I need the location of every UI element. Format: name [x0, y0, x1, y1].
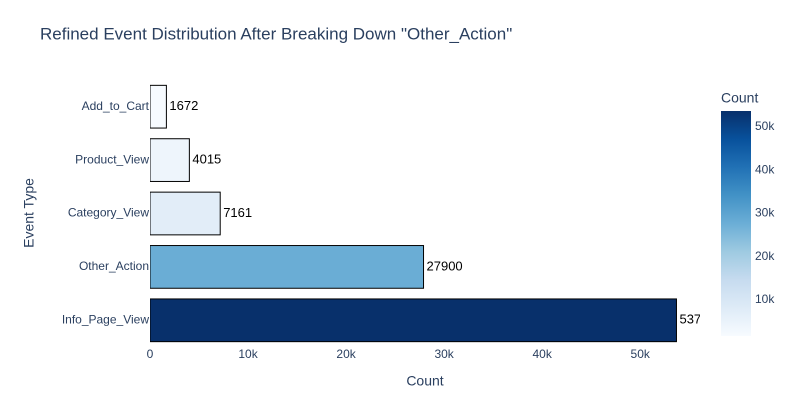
data-label: 27900 [427, 258, 463, 273]
colorbar-tick-label: 50k [755, 119, 775, 133]
x-tick-label: 0 [147, 347, 154, 361]
data-label: 1672 [169, 98, 198, 113]
colorbar-tick-label: 30k [755, 206, 775, 220]
y-tick-label: Category_View [68, 206, 149, 220]
bar [150, 245, 425, 289]
x-tick-label: 30k [434, 347, 454, 361]
plot-area: 1672 4015 7161 27900 53700 [150, 84, 715, 343]
y-tick-label: Add_to_Cart [82, 99, 150, 113]
y-axis-title: Event Type [21, 178, 37, 248]
x-tick-label: 40k [532, 347, 552, 361]
y-tick-label: Other_Action [79, 259, 149, 273]
y-tick-label: Product_View [75, 152, 149, 166]
y-tick-label: Info_Page_View [62, 312, 150, 326]
bar [150, 84, 167, 129]
colorbar-tick-label: 10k [755, 292, 775, 306]
x-tick-label: 20k [336, 347, 356, 361]
bar [150, 191, 221, 236]
chart-title: Refined Event Distribution After Breakin… [40, 24, 512, 43]
data-label: 7161 [223, 205, 252, 220]
x-tick-label: 50k [631, 347, 651, 361]
colorbar [721, 111, 751, 336]
x-axis-title: Count [406, 373, 443, 389]
data-label: 53700 [679, 312, 715, 327]
bar [150, 138, 190, 182]
colorbar-title: Count [721, 90, 758, 106]
colorbar-tick-label: 20k [755, 249, 775, 263]
bar [150, 298, 677, 343]
data-label: 4015 [192, 152, 221, 167]
x-tick-label: 10k [238, 347, 258, 361]
colorbar-tick-label: 40k [755, 162, 775, 176]
